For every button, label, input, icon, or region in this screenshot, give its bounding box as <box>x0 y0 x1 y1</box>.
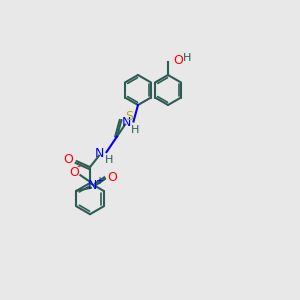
Text: S: S <box>125 110 133 124</box>
Text: O: O <box>107 171 117 184</box>
Text: N: N <box>95 147 105 160</box>
Text: H: H <box>183 53 192 64</box>
Text: O: O <box>174 53 183 67</box>
Text: -: - <box>76 160 80 171</box>
Text: +: + <box>95 176 103 186</box>
Text: N: N <box>88 179 97 192</box>
Text: H: H <box>104 155 113 165</box>
Text: H: H <box>131 125 139 135</box>
Text: O: O <box>63 153 73 166</box>
Text: N: N <box>122 116 132 130</box>
Text: O: O <box>70 166 79 179</box>
